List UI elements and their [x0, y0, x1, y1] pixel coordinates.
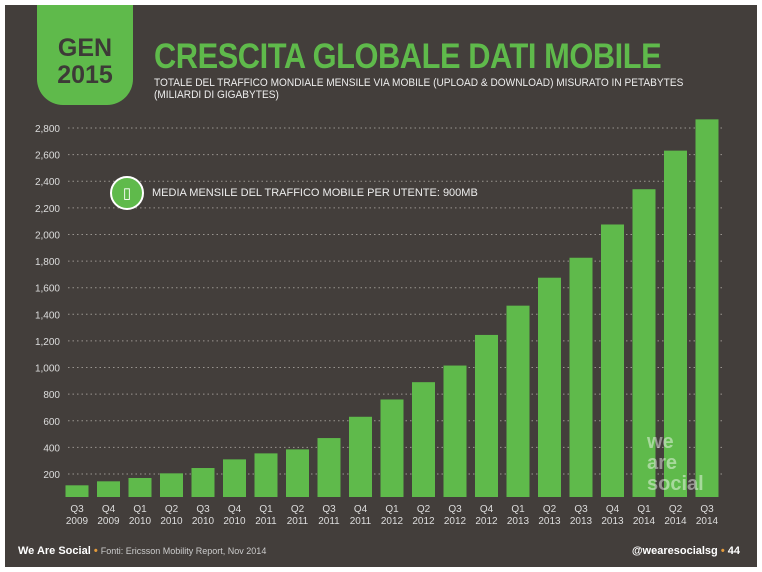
footer-right: @wearesocialsg • 44	[631, 545, 740, 557]
bar	[223, 459, 246, 497]
smartphone-icon: ▯	[110, 176, 144, 210]
y-tick-label: 1,800	[35, 257, 60, 268]
x-tick-label: 2012	[444, 516, 467, 527]
watermark-logo: we are social	[647, 431, 704, 495]
x-tick-label: 2013	[570, 516, 593, 527]
y-tick-label: 400	[43, 443, 60, 454]
x-tick-label: 2014	[633, 516, 656, 527]
badge-month: GEN	[57, 34, 113, 62]
bar	[254, 453, 278, 497]
x-tick-label: Q1	[637, 504, 651, 515]
y-tick-label: 2,400	[35, 177, 60, 188]
footer-source-text: Fonti: Ericsson Mobility Report, Nov 201…	[100, 546, 267, 556]
footer-handle: @wearesocialsg	[631, 545, 718, 557]
bar	[695, 119, 719, 497]
y-tick-label: 1,600	[35, 284, 60, 295]
y-tick-label: 800	[43, 390, 60, 401]
x-tick-label: Q3	[448, 504, 462, 515]
bar	[65, 485, 89, 497]
x-tick-label: 2014	[664, 516, 687, 527]
x-tick-label: 2010	[223, 516, 246, 527]
bar	[601, 224, 624, 497]
x-tick-label: Q4	[102, 504, 116, 515]
y-tick-label: 2,600	[35, 151, 60, 162]
x-tick-label: Q2	[669, 504, 683, 515]
x-tick-label: Q3	[322, 504, 336, 515]
bar	[286, 449, 309, 497]
y-tick-label: 600	[43, 417, 60, 428]
annotation: ▯ MEDIA MENSILE DEL TRAFFICO MOBILE PER U…	[110, 176, 478, 210]
bar	[349, 416, 372, 497]
x-tick-label: 2011	[350, 516, 372, 527]
x-tick-label: Q4	[228, 504, 242, 515]
x-tick-label: 2009	[66, 516, 89, 527]
x-tick-label: Q1	[133, 504, 147, 515]
bar	[664, 150, 687, 497]
x-tick-label: Q1	[259, 504, 273, 515]
y-tick-label: 1,400	[35, 310, 60, 321]
footer-brand: We Are Social	[18, 545, 91, 557]
x-tick-label: Q2	[165, 504, 179, 515]
bar	[380, 399, 404, 497]
bar	[160, 473, 183, 497]
bar	[443, 365, 467, 497]
badge-year: 2015	[57, 61, 113, 89]
bar	[97, 481, 120, 497]
page-number: 44	[727, 545, 740, 557]
date-badge: GEN 2015	[37, 5, 133, 105]
x-tick-label: 2010	[192, 516, 215, 527]
x-tick-label: Q3	[196, 504, 210, 515]
x-tick-label: Q4	[354, 504, 368, 515]
x-tick-label: 2011	[255, 516, 277, 527]
x-tick-label: Q2	[417, 504, 431, 515]
x-tick-label: 2012	[412, 516, 435, 527]
footer-source: We Are Social • Fonti: Ericsson Mobility…	[18, 545, 267, 557]
x-tick-label: 2009	[97, 516, 120, 527]
bar	[569, 257, 593, 497]
x-tick-label: 2012	[475, 516, 498, 527]
x-tick-label: Q3	[70, 504, 84, 515]
y-tick-label: 200	[43, 470, 60, 481]
bar	[632, 189, 656, 497]
bar	[191, 468, 215, 497]
bar	[506, 305, 530, 497]
y-tick-label: 2,000	[35, 230, 60, 241]
x-tick-label: 2011	[318, 516, 340, 527]
chart-subtitle: TOTALE DEL TRAFFICO MONDIALE MENSILE VIA…	[154, 77, 684, 101]
x-tick-label: Q4	[606, 504, 620, 515]
annotation-text: MEDIA MENSILE DEL TRAFFICO MOBILE PER UT…	[152, 187, 478, 199]
y-tick-label: 1,200	[35, 337, 60, 348]
x-tick-label: 2011	[287, 516, 309, 527]
y-tick-label: 1,000	[35, 364, 60, 375]
x-tick-label: Q1	[385, 504, 399, 515]
y-tick-label: 2,800	[35, 124, 60, 135]
bar	[412, 382, 435, 497]
bar	[128, 477, 152, 497]
x-tick-label: 2012	[381, 516, 404, 527]
x-tick-label: Q4	[480, 504, 494, 515]
x-tick-label: Q2	[291, 504, 305, 515]
x-tick-label: 2014	[696, 516, 719, 527]
x-tick-label: 2013	[601, 516, 624, 527]
bar	[475, 334, 498, 497]
x-tick-label: Q2	[543, 504, 557, 515]
x-tick-label: Q3	[700, 504, 714, 515]
x-tick-label: Q1	[511, 504, 525, 515]
chart-title: CRESCITA GLOBALE DATI MOBILE	[154, 37, 662, 76]
bar	[538, 277, 561, 497]
y-tick-label: 2,200	[35, 204, 60, 215]
x-tick-label: 2010	[129, 516, 152, 527]
x-tick-label: Q3	[574, 504, 588, 515]
x-tick-label: 2013	[538, 516, 561, 527]
bar	[317, 438, 341, 497]
x-tick-label: 2010	[160, 516, 183, 527]
x-tick-label: 2013	[507, 516, 530, 527]
